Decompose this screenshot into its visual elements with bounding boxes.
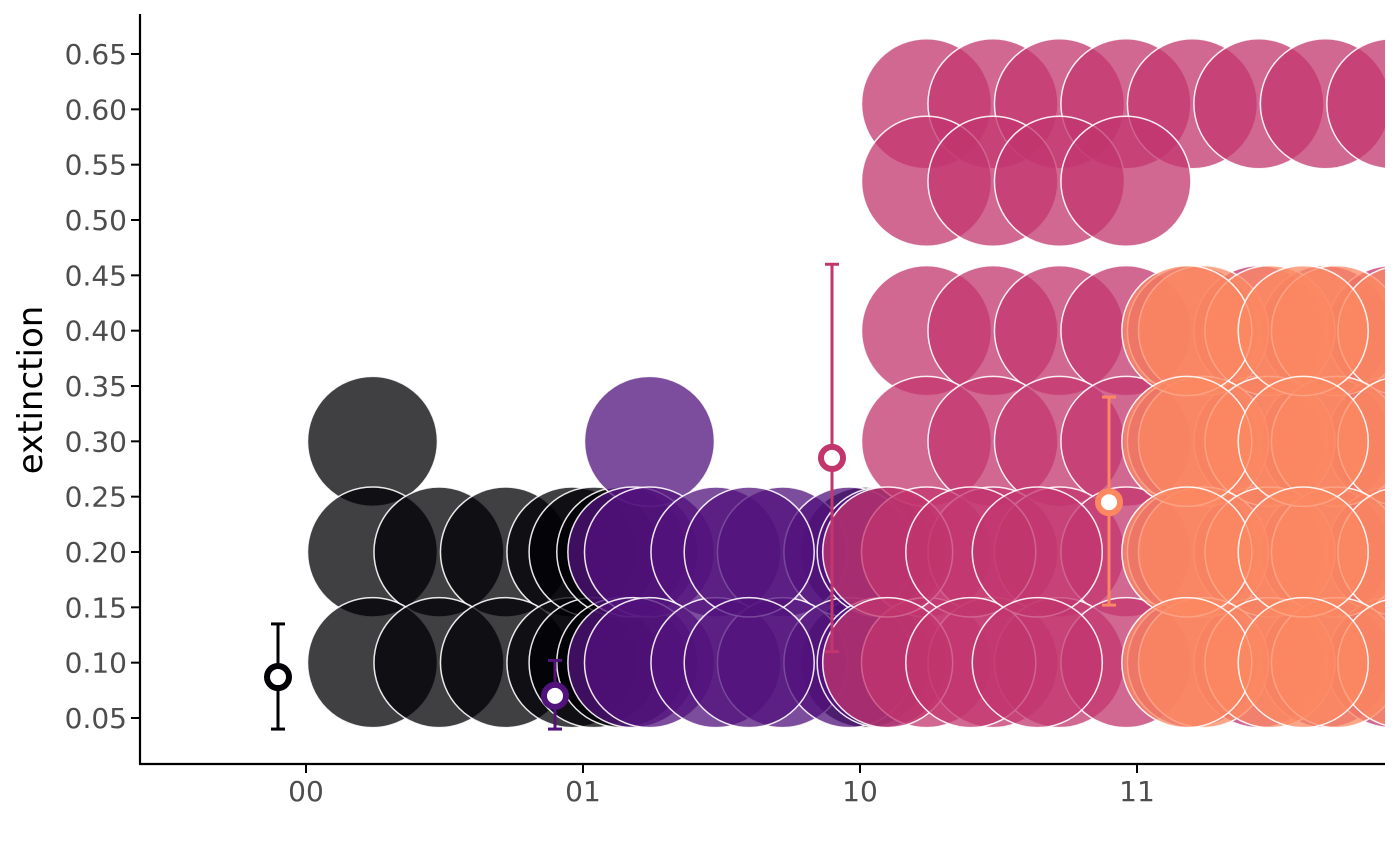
x-tick-label: 01 <box>565 775 601 808</box>
data-point-11 <box>1237 596 1369 729</box>
mean-point-11 <box>1095 488 1123 517</box>
mean-point-00 <box>264 663 292 692</box>
x-tick-label: 11 <box>1119 775 1155 808</box>
y-tick-label: 0.10 <box>65 647 127 680</box>
y-tick-label: 0.60 <box>65 93 127 126</box>
y-tick-label: 0.20 <box>65 536 127 569</box>
y-tick-label: 0.15 <box>65 591 127 624</box>
y-tick-label: 0.30 <box>65 425 127 458</box>
x-tick-label: 10 <box>842 775 878 808</box>
x-axis-ticks: 00 01 10 11 <box>288 764 1155 808</box>
data-point-10 <box>1060 115 1192 248</box>
data-point-10 <box>1326 38 1385 170</box>
y-tick-label: 0.05 <box>65 702 127 735</box>
y-axis-ticks: 0.05 0.10 0.15 0.20 0.25 0.30 0.35 0.40 0.45 0.50… <box>65 38 140 735</box>
y-tick-label: 0.50 <box>65 204 127 237</box>
y-tick-label: 0.45 <box>65 259 127 292</box>
summary-layer <box>264 262 1123 731</box>
dots-layer <box>306 38 1385 729</box>
y-tick-label: 0.25 <box>65 481 127 514</box>
y-axis-title: extinction <box>11 306 51 475</box>
y-tick-label: 0.40 <box>65 315 127 348</box>
data-point-11 <box>1121 596 1253 729</box>
data-point-10 <box>971 596 1104 729</box>
mean-point-10 <box>818 443 846 472</box>
mean-point-01 <box>541 681 569 710</box>
x-tick-label: 00 <box>288 775 324 808</box>
y-tick-label: 0.35 <box>65 370 127 403</box>
data-point-01 <box>683 596 815 729</box>
y-tick-label: 0.65 <box>65 38 127 71</box>
y-tick-label: 0.55 <box>65 149 127 182</box>
